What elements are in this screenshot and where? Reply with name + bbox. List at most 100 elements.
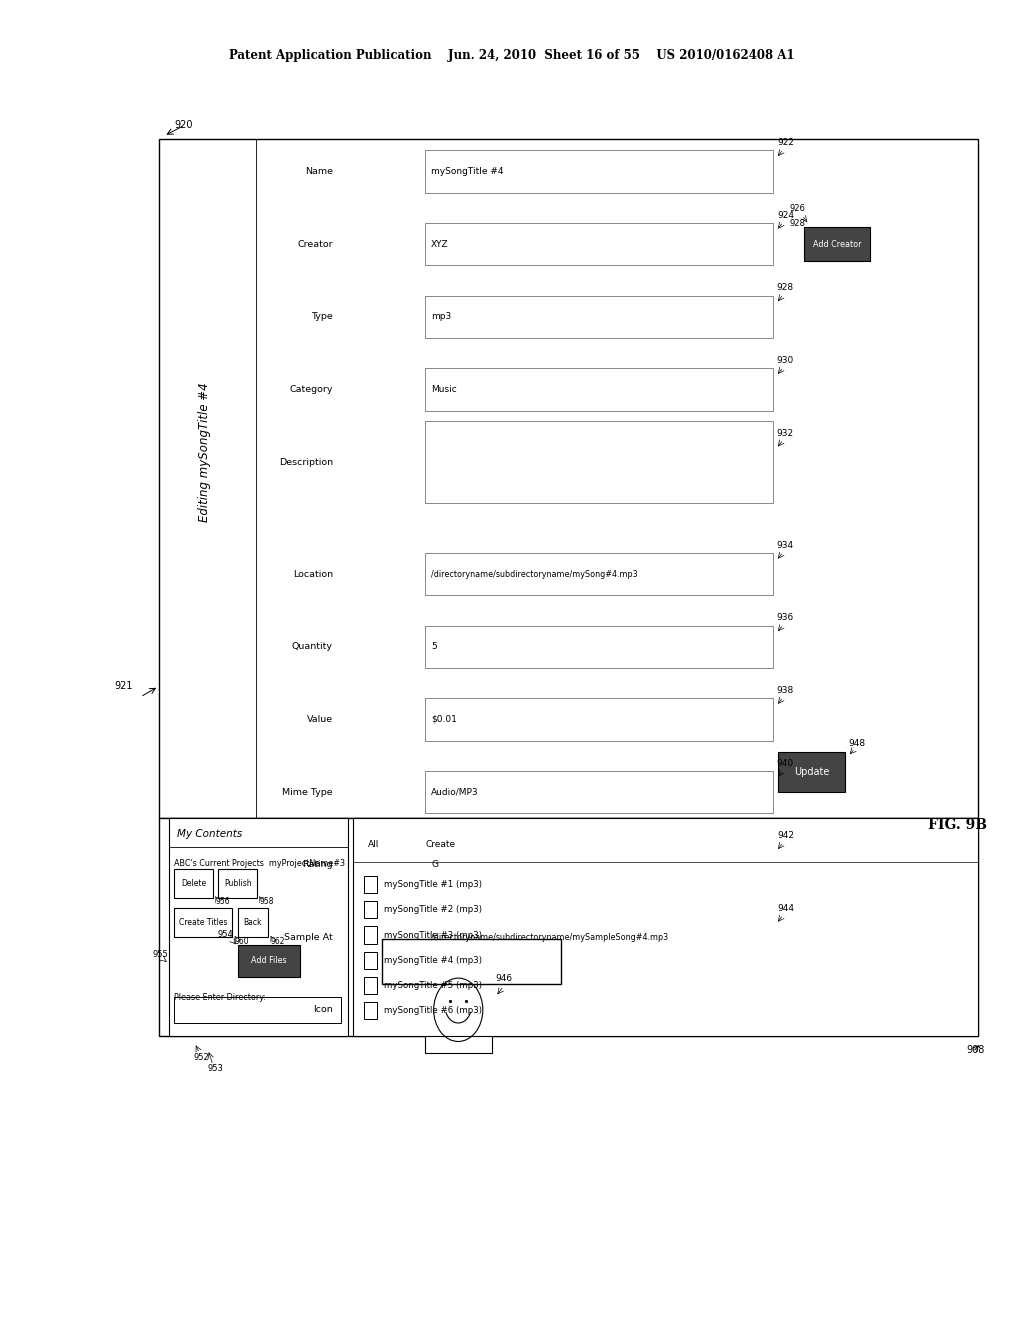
FancyBboxPatch shape xyxy=(425,296,773,338)
Text: mySongTitle #2 (mp3): mySongTitle #2 (mp3) xyxy=(384,906,482,915)
FancyBboxPatch shape xyxy=(425,223,773,265)
Text: Back: Back xyxy=(244,919,262,927)
FancyBboxPatch shape xyxy=(425,150,773,193)
Text: All: All xyxy=(368,841,380,849)
Text: 934: 934 xyxy=(777,541,794,550)
FancyBboxPatch shape xyxy=(159,139,978,818)
Text: mySongTitle #4: mySongTitle #4 xyxy=(431,168,504,176)
Text: 5: 5 xyxy=(431,643,437,651)
Text: 926: 926 xyxy=(790,205,806,214)
Text: Name: Name xyxy=(305,168,333,176)
FancyBboxPatch shape xyxy=(364,952,377,969)
Text: Patent Application Publication    Jun. 24, 2010  Sheet 16 of 55    US 2010/01624: Patent Application Publication Jun. 24, … xyxy=(229,49,795,62)
FancyBboxPatch shape xyxy=(238,945,299,977)
Text: 922: 922 xyxy=(777,139,794,148)
Text: Value: Value xyxy=(306,715,333,723)
Text: mySongTitle #6 (mp3): mySongTitle #6 (mp3) xyxy=(384,1006,482,1015)
FancyBboxPatch shape xyxy=(364,1002,377,1019)
Text: mySongTitle #1 (mp3): mySongTitle #1 (mp3) xyxy=(384,880,482,888)
Text: Create Titles: Create Titles xyxy=(179,919,227,927)
Text: 920: 920 xyxy=(174,120,193,131)
Text: mySongTitle #3 (mp3): mySongTitle #3 (mp3) xyxy=(384,931,482,940)
Text: 952: 952 xyxy=(194,1053,210,1063)
FancyBboxPatch shape xyxy=(364,876,377,894)
Text: 928: 928 xyxy=(790,219,806,228)
FancyBboxPatch shape xyxy=(174,908,232,937)
FancyBboxPatch shape xyxy=(169,818,348,1036)
FancyBboxPatch shape xyxy=(364,977,377,994)
Text: Audio/MP3: Audio/MP3 xyxy=(431,788,479,796)
FancyBboxPatch shape xyxy=(174,997,341,1023)
FancyBboxPatch shape xyxy=(425,771,773,813)
FancyBboxPatch shape xyxy=(425,421,773,503)
Text: 944: 944 xyxy=(777,904,794,913)
Text: 954: 954 xyxy=(218,931,233,940)
Text: My Contents: My Contents xyxy=(177,829,243,840)
Text: Add Creator: Add Creator xyxy=(813,240,861,248)
Text: $0.01: $0.01 xyxy=(431,715,457,723)
Text: 936: 936 xyxy=(777,614,794,623)
Text: 938: 938 xyxy=(777,686,794,696)
Text: 955: 955 xyxy=(153,950,169,960)
FancyBboxPatch shape xyxy=(382,940,561,985)
Text: Description: Description xyxy=(279,458,333,466)
Text: 956: 956 xyxy=(215,898,229,907)
FancyBboxPatch shape xyxy=(218,869,257,898)
Text: /directoryname/subdirectoryname/mySampleSong#4.mp3: /directoryname/subdirectoryname/mySample… xyxy=(431,933,669,941)
Text: Rating: Rating xyxy=(302,861,333,869)
Text: 958: 958 xyxy=(259,898,273,907)
Text: Icon: Icon xyxy=(313,1006,333,1014)
Text: 948: 948 xyxy=(849,739,865,748)
Text: 932: 932 xyxy=(777,429,794,438)
FancyBboxPatch shape xyxy=(425,553,773,595)
Text: 924: 924 xyxy=(777,211,794,220)
Text: Category: Category xyxy=(290,385,333,393)
Text: 953: 953 xyxy=(207,1064,223,1073)
Text: Mime Type: Mime Type xyxy=(283,788,333,796)
Text: 940: 940 xyxy=(777,759,794,768)
Text: Type: Type xyxy=(311,313,333,321)
Text: 946: 946 xyxy=(496,974,512,983)
FancyBboxPatch shape xyxy=(353,818,978,1036)
FancyBboxPatch shape xyxy=(804,227,870,261)
Text: 928: 928 xyxy=(777,284,794,293)
FancyBboxPatch shape xyxy=(425,968,492,1053)
FancyBboxPatch shape xyxy=(425,916,773,958)
Text: Publish: Publish xyxy=(224,879,251,887)
Text: Sample At: Sample At xyxy=(284,933,333,941)
FancyBboxPatch shape xyxy=(174,869,213,898)
Text: Add Files: Add Files xyxy=(251,957,287,965)
Text: Quantity: Quantity xyxy=(292,643,333,651)
Text: 962: 962 xyxy=(270,937,285,946)
Text: G: G xyxy=(431,861,438,869)
FancyBboxPatch shape xyxy=(364,902,377,919)
Text: mp3: mp3 xyxy=(431,313,452,321)
Text: Create: Create xyxy=(425,841,456,849)
FancyBboxPatch shape xyxy=(364,927,377,944)
FancyBboxPatch shape xyxy=(425,698,773,741)
Text: 908: 908 xyxy=(967,1045,985,1056)
Text: ABC's Current Projects  myProjectName#3: ABC's Current Projects myProjectName#3 xyxy=(174,859,345,867)
Text: 942: 942 xyxy=(777,832,794,841)
FancyBboxPatch shape xyxy=(425,626,773,668)
Text: mySongTitle #5 (mp3): mySongTitle #5 (mp3) xyxy=(384,981,482,990)
FancyBboxPatch shape xyxy=(425,843,773,886)
Text: FIG. 9B: FIG. 9B xyxy=(928,818,987,832)
Text: Editing mySongTitle #4: Editing mySongTitle #4 xyxy=(199,383,211,521)
FancyBboxPatch shape xyxy=(778,752,845,792)
Text: Music: Music xyxy=(431,385,457,393)
Text: Update: Update xyxy=(794,767,829,777)
Text: Please Enter Directory:: Please Enter Directory: xyxy=(174,994,266,1002)
Text: 930: 930 xyxy=(777,356,794,366)
Text: Location: Location xyxy=(293,570,333,578)
Text: /directoryname/subdirectoryname/mySong#4.mp3: /directoryname/subdirectoryname/mySong#4… xyxy=(431,570,638,578)
Text: XYZ: XYZ xyxy=(431,240,449,248)
Text: 921: 921 xyxy=(115,681,133,692)
FancyBboxPatch shape xyxy=(425,368,773,411)
Text: 960: 960 xyxy=(234,937,249,946)
FancyBboxPatch shape xyxy=(159,818,978,1036)
Text: Delete: Delete xyxy=(181,879,206,887)
Text: Creator: Creator xyxy=(297,240,333,248)
FancyBboxPatch shape xyxy=(238,908,268,937)
Text: mySongTitle #4 (mp3): mySongTitle #4 (mp3) xyxy=(384,956,482,965)
